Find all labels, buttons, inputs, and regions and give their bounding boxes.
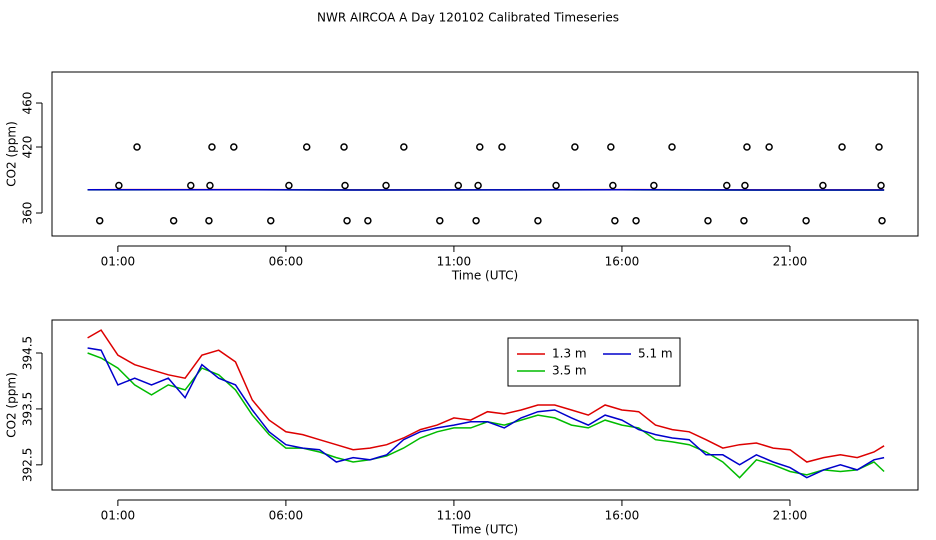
y-tick-label: 460: [21, 92, 35, 115]
point: [454, 181, 463, 190]
point: [187, 181, 195, 190]
x-tick-label: 21:00: [773, 255, 808, 269]
point: [741, 181, 749, 190]
series-line: [87, 347, 885, 479]
point: [169, 216, 178, 225]
point: [498, 143, 506, 151]
x-tick-label: 01:00: [101, 509, 136, 523]
point: [206, 181, 214, 190]
point: [400, 143, 408, 151]
point: [474, 181, 482, 190]
point: [436, 216, 444, 225]
point: [343, 216, 351, 225]
point: [285, 181, 293, 190]
point: [650, 181, 658, 190]
point: [609, 181, 617, 190]
point: [205, 216, 213, 225]
point: [534, 216, 542, 225]
figure-title: NWR AIRCOA A Day 120102 Calibrated Times…: [317, 11, 619, 25]
y-tick-label: 420: [21, 136, 35, 159]
plot-frame: [51, 319, 919, 491]
x-tick-label: 01:00: [101, 255, 136, 269]
x-tick-label: 06:00: [269, 509, 304, 523]
point: [571, 143, 579, 151]
x-tick-label: 16:00: [605, 255, 640, 269]
point: [208, 143, 216, 151]
point: [802, 216, 810, 225]
point: [875, 143, 883, 151]
point: [704, 216, 712, 225]
point: [302, 143, 311, 151]
x-tick-label: 16:00: [605, 509, 640, 523]
point: [611, 216, 619, 225]
point: [878, 216, 886, 225]
point: [765, 143, 773, 151]
point: [740, 216, 748, 225]
legend-label: 5.1 m: [638, 347, 673, 361]
point: [668, 143, 676, 151]
point: [230, 143, 238, 151]
point: [267, 216, 275, 225]
legend-label: 3.5 m: [552, 364, 587, 378]
legend-box: [507, 337, 681, 387]
point: [607, 143, 615, 151]
point: [364, 216, 372, 225]
y-tick-label: 360: [21, 202, 35, 225]
y-tick-label: 394.5: [21, 336, 35, 370]
point: [115, 181, 123, 190]
point: [340, 143, 348, 151]
x-tick-label: 06:00: [269, 255, 304, 269]
point: [838, 143, 846, 151]
point: [877, 181, 885, 190]
point: [382, 181, 390, 190]
x-axis-title: Time (UTC): [451, 523, 518, 537]
legend-label: 1.3 m: [552, 347, 587, 361]
plot-frame: [51, 71, 919, 237]
point: [552, 181, 560, 190]
y-tick-label: 392.5: [21, 448, 35, 482]
y-tick-label: 393.5: [21, 392, 35, 426]
x-tick-label: 11:00: [437, 509, 472, 523]
point: [133, 143, 141, 151]
point: [632, 216, 640, 225]
point: [819, 181, 827, 190]
x-tick-label: 21:00: [773, 509, 808, 523]
series-line: [87, 329, 885, 463]
point: [723, 181, 731, 190]
y-axis-title: CO2 (ppm): [5, 372, 19, 438]
y-axis-title: CO2 (ppm): [5, 121, 19, 187]
point: [95, 216, 104, 225]
point: [472, 216, 480, 225]
point: [341, 181, 349, 190]
point: [476, 143, 484, 151]
x-tick-label: 11:00: [437, 255, 472, 269]
x-axis-title: Time (UTC): [451, 269, 518, 283]
point: [743, 143, 751, 151]
